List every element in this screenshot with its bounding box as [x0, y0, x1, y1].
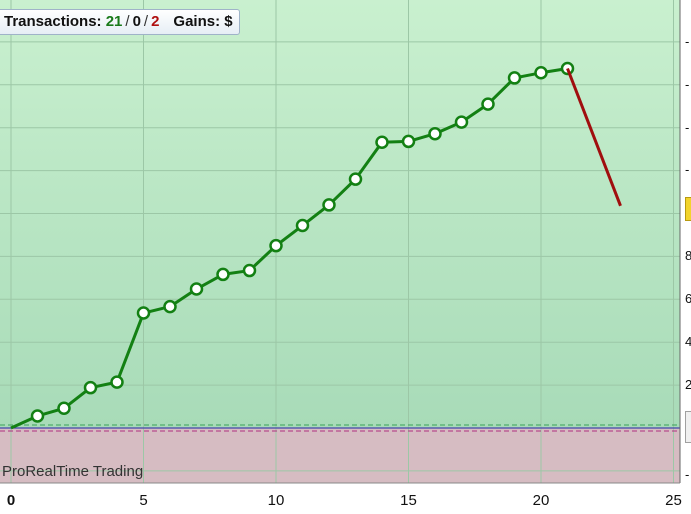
trade-point-9 [242, 263, 257, 278]
x-tick-label: 20 [532, 492, 550, 509]
x-tick-label: 25 [665, 492, 682, 509]
trade-point-2 [57, 401, 71, 416]
zero-level-flag [685, 411, 691, 443]
trade-point-17 [454, 115, 469, 129]
x-tick-label: 10 [267, 492, 285, 509]
trade-point-14 [375, 135, 389, 150]
win-series-line [10, 67, 568, 430]
trade-point-20 [534, 66, 548, 80]
x-tick-label: 15 [400, 492, 417, 509]
separator-1: / [125, 13, 130, 30]
y-tick-label: - [685, 34, 690, 49]
y-tick-label: 6 [685, 291, 691, 306]
transactions-summary: Transactions: 21/0/2 Gains: $ [0, 9, 240, 35]
gains-value: $ [224, 13, 233, 30]
trade-point-5 [136, 306, 151, 320]
x-tick-label: 5 [139, 492, 148, 509]
gains-label: Gains: [173, 13, 221, 30]
trade-point-10 [269, 238, 283, 253]
separator-2: / [143, 13, 149, 30]
y-tick-label: - [685, 467, 690, 482]
y-tick-label: 2 [685, 377, 691, 392]
transactions-label: Transactions: [4, 13, 102, 30]
trade-point-4 [110, 375, 124, 389]
loss-series-line [566, 67, 622, 207]
trade-point-6 [163, 299, 177, 314]
trade-point-7 [189, 282, 204, 296]
y-tick-label: - [685, 77, 690, 92]
trade-point-11 [295, 218, 310, 233]
trade-point-15 [401, 134, 416, 149]
trade-point-13 [348, 172, 363, 186]
loss-zone [0, 428, 680, 483]
trade-point-16 [428, 126, 442, 141]
last-value-flag [685, 197, 691, 221]
wins-count: 21 [105, 13, 123, 30]
losses-count: 2 [151, 13, 160, 30]
y-tick-label: 4 [685, 334, 691, 349]
trade-point-12 [322, 198, 336, 212]
y-tick-label: - [685, 162, 690, 177]
y-tick-label: 8 [685, 248, 691, 263]
trade-point-3 [83, 380, 98, 395]
x-tick-label: 0 [6, 492, 16, 509]
trade-point-18 [481, 97, 495, 111]
watermark: ProRealTime Trading [2, 463, 144, 480]
trade-point-8 [216, 267, 230, 282]
trade-point-19 [507, 71, 522, 85]
y-tick-label: - [685, 120, 690, 135]
trade-point-1 [30, 409, 45, 423]
neutral-count: 0 [132, 13, 141, 30]
